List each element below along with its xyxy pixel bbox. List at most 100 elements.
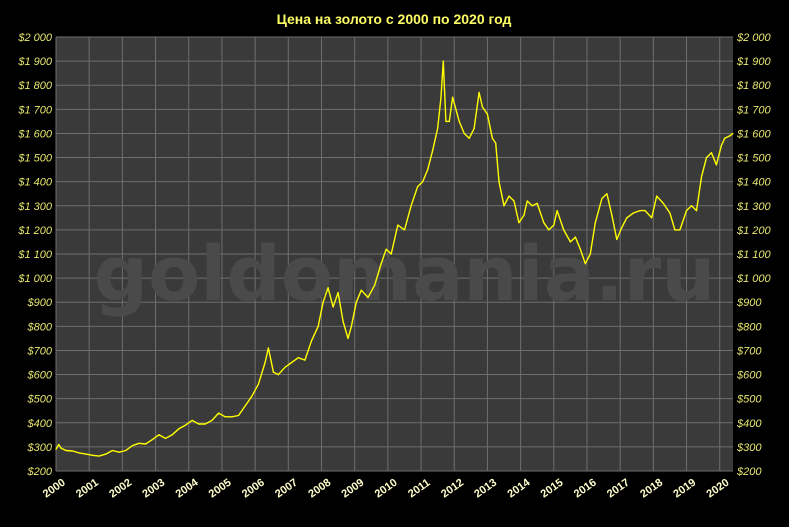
data-point — [332, 306, 334, 308]
x-tick-label: 2011 — [406, 477, 432, 501]
data-point — [732, 132, 734, 135]
data-point — [191, 419, 193, 421]
y-tick-label-right: $1 800 — [736, 80, 772, 92]
data-point — [231, 416, 233, 418]
data-point — [543, 222, 545, 224]
data-point — [78, 452, 80, 454]
data-point — [468, 137, 470, 139]
data-point — [322, 301, 324, 303]
data-point — [118, 451, 120, 453]
y-tick-label-right: $500 — [736, 394, 762, 406]
y-tick-label-right: $1 400 — [736, 177, 772, 189]
x-tick-label: 2019 — [671, 477, 698, 501]
y-tick-label-right: $1 000 — [736, 273, 772, 285]
data-point — [491, 137, 493, 139]
y-tick-label-right: $1 300 — [736, 201, 772, 213]
data-point — [385, 248, 387, 250]
data-point — [71, 450, 74, 452]
data-point — [184, 424, 187, 426]
data-point — [518, 222, 520, 224]
data-point — [164, 437, 167, 440]
y-tick-label-right: $700 — [736, 345, 762, 357]
watermark: goldomania.ru — [94, 229, 716, 318]
data-point — [632, 212, 635, 214]
data-point — [284, 366, 286, 368]
data-point — [337, 291, 339, 294]
y-axis-left: $200 $300 $400 $500 $600 $700 $800 $900 $1 000 $1… — [17, 32, 53, 478]
data-point — [422, 181, 424, 183]
data-point — [606, 193, 608, 195]
data-point — [360, 289, 362, 291]
data-point — [445, 120, 447, 122]
series-layer — [55, 60, 734, 457]
y-tick-label-left: $1 200 — [17, 225, 53, 237]
data-point — [705, 156, 708, 159]
data-point — [105, 453, 107, 455]
data-point — [272, 371, 274, 373]
y-tick-label-right: $800 — [736, 321, 762, 333]
data-point — [145, 443, 147, 445]
data-point — [85, 453, 87, 455]
data-point — [367, 296, 369, 298]
data-point — [158, 434, 160, 436]
y-tick-label-left: $1 600 — [17, 128, 53, 140]
data-point — [594, 222, 596, 224]
y-tick-label-left: $1 000 — [17, 273, 53, 285]
x-tick-label: 2006 — [240, 477, 267, 501]
x-tick-label: 2014 — [505, 476, 533, 500]
y-tick-label-left: $1 100 — [17, 249, 53, 261]
data-point — [342, 320, 344, 323]
x-tick-label: 2010 — [373, 477, 400, 501]
data-point — [715, 164, 718, 166]
y-tick-label-left: $1 900 — [17, 56, 53, 68]
y-tick-label-left: $200 — [27, 466, 53, 478]
data-point — [498, 181, 500, 183]
data-point — [674, 229, 676, 231]
data-point — [131, 445, 133, 447]
data-point — [644, 210, 646, 212]
data-point — [579, 248, 581, 250]
data-point — [601, 197, 603, 200]
data-point — [729, 135, 731, 137]
data-point — [651, 217, 653, 219]
data-point — [427, 169, 429, 171]
data-point — [55, 448, 57, 450]
data-point — [327, 287, 329, 289]
data-point — [65, 449, 67, 452]
data-point — [523, 214, 525, 217]
data-point — [526, 200, 528, 202]
data-point — [495, 142, 497, 144]
y-tick-label-left: $1 400 — [17, 177, 53, 189]
data-point — [138, 442, 140, 444]
x-tick-label: 2008 — [306, 477, 333, 501]
x-tick-label: 2016 — [572, 477, 599, 501]
x-tick-label: 2013 — [472, 477, 499, 501]
data-point — [432, 149, 434, 151]
data-point — [574, 236, 576, 238]
y-tick-label-right: $1 700 — [736, 104, 772, 116]
y-tick-label-right: $1 500 — [736, 153, 772, 165]
data-point — [584, 263, 586, 265]
data-point — [473, 128, 475, 130]
y-tick-label-left: $300 — [27, 442, 53, 454]
data-point — [536, 202, 538, 204]
data-point — [458, 120, 460, 122]
data-point — [198, 423, 200, 425]
data-point — [724, 137, 726, 139]
data-point — [531, 205, 533, 207]
data-point — [257, 383, 260, 385]
data-point — [662, 202, 664, 204]
y-tick-label-right: $1 100 — [736, 249, 772, 261]
data-point — [508, 195, 510, 197]
data-point — [380, 263, 382, 265]
y-tick-label-left: $2 000 — [17, 32, 53, 44]
y-tick-label-right: $2 000 — [736, 32, 772, 44]
data-point — [626, 217, 628, 219]
x-tick-label: 2000 — [41, 477, 68, 501]
data-point — [60, 447, 62, 449]
data-point — [611, 214, 613, 217]
data-point — [218, 412, 220, 414]
data-point — [297, 357, 299, 359]
data-point — [569, 241, 571, 243]
y-tick-label-left: $900 — [27, 297, 53, 309]
